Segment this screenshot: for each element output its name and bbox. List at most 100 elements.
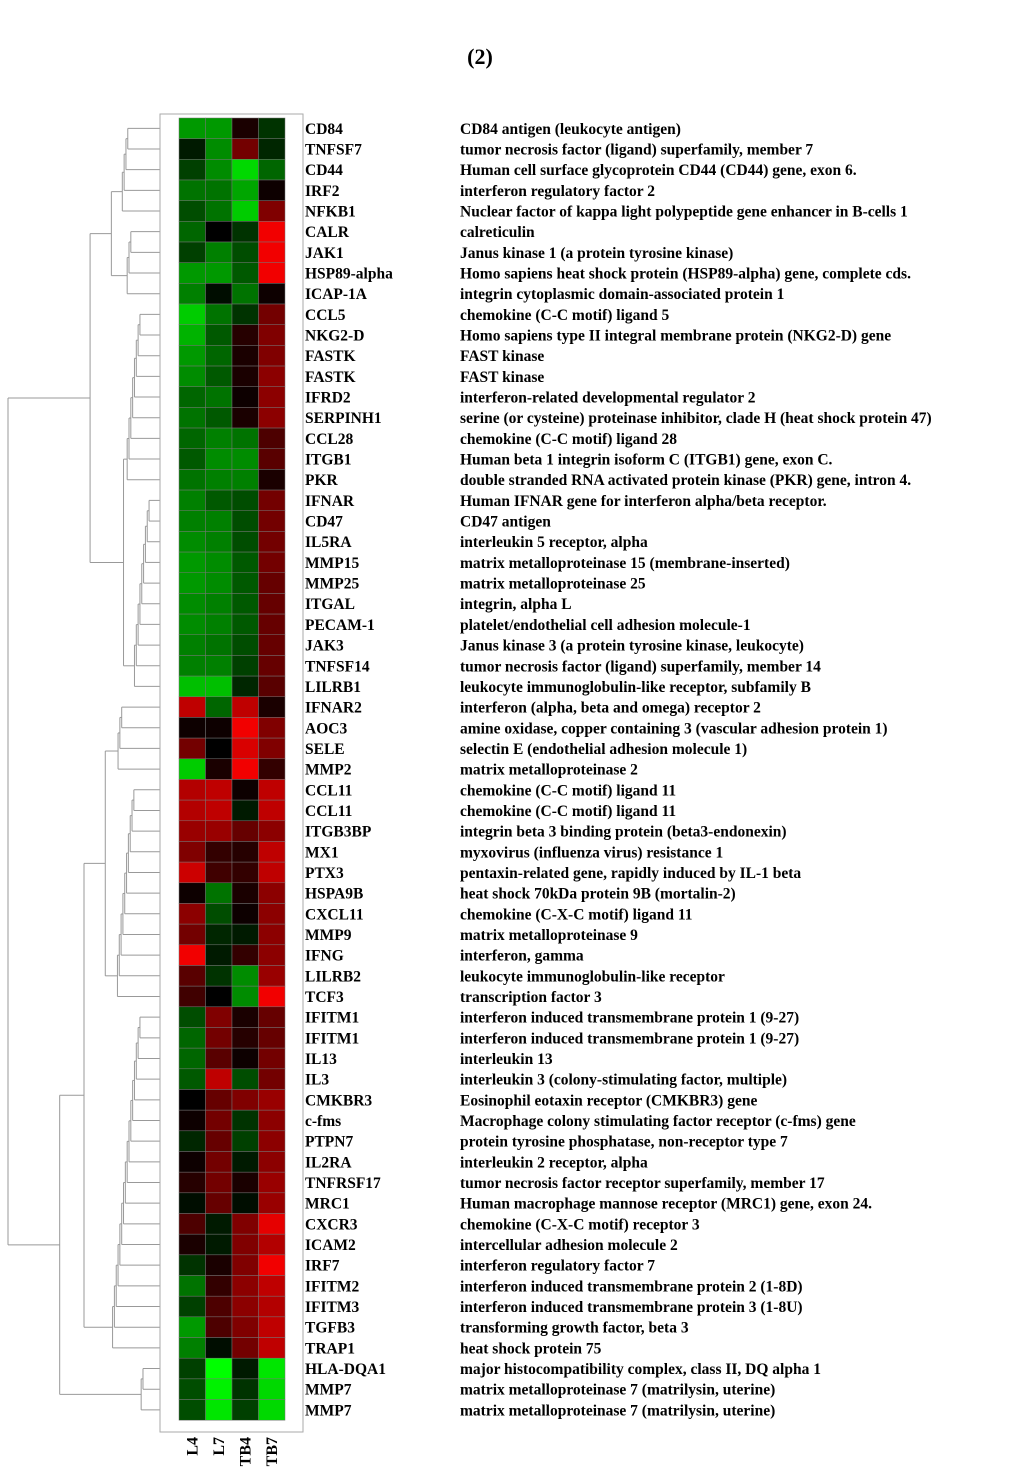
gene-description: protein tyrosine phosphatase, non-recept… bbox=[460, 1134, 788, 1151]
heatmap-cell bbox=[231, 200, 259, 222]
gene-labels: CD84 TNFSF7 CD44 IRF2 NFKB1 CALR JAK1 HSP89-alp… bbox=[305, 121, 393, 1420]
heatmap-cell bbox=[258, 613, 286, 636]
gene-label: IFITM3 bbox=[305, 1299, 360, 1316]
gene-description: heat shock protein 75 bbox=[460, 1340, 602, 1357]
heatmap-cell bbox=[178, 717, 206, 739]
heatmap-cell bbox=[258, 737, 286, 760]
heatmap-cell bbox=[258, 386, 286, 408]
heatmap-cell bbox=[205, 489, 233, 511]
heatmap-cell bbox=[178, 262, 206, 284]
heatmap-cell bbox=[205, 510, 233, 532]
gene-label: IRF2 bbox=[305, 183, 340, 200]
heatmap-cell bbox=[178, 1254, 206, 1276]
heatmap-cell bbox=[231, 985, 259, 1008]
heatmap-cell bbox=[178, 572, 206, 594]
gene-description: Human IFNAR gene for interferon alpha/be… bbox=[460, 493, 827, 510]
heatmap-cell bbox=[231, 262, 259, 284]
heatmap-cell bbox=[258, 923, 286, 946]
gene-label: CCL11 bbox=[305, 803, 352, 820]
gene-description: myxovirus (influenza virus) resistance 1 bbox=[460, 844, 723, 861]
heatmap-cell bbox=[258, 262, 286, 284]
gene-description: CD84 antigen (leukocyte antigen) bbox=[460, 121, 681, 138]
heatmap-cell bbox=[205, 758, 233, 780]
heatmap-cell bbox=[258, 985, 286, 1008]
heatmap-cell bbox=[178, 965, 206, 987]
heatmap-cell bbox=[258, 1378, 286, 1400]
heatmap-cell bbox=[178, 758, 206, 780]
heatmap-cell bbox=[178, 427, 206, 449]
heatmap-frame bbox=[159, 113, 304, 1433]
gene-label: IL3 bbox=[305, 1072, 329, 1089]
heatmap-cell bbox=[231, 675, 259, 698]
gene-label: MMP7 bbox=[305, 1402, 352, 1419]
heatmap-cell bbox=[258, 1192, 286, 1214]
heatmap-cell bbox=[231, 779, 259, 801]
heatmap-cell bbox=[258, 241, 286, 263]
heatmap-cell bbox=[231, 1275, 259, 1297]
gene-label: MMP25 bbox=[305, 576, 359, 593]
heatmap-cell bbox=[205, 779, 233, 801]
heatmap-cell bbox=[178, 221, 206, 243]
heatmap-cell bbox=[231, 427, 259, 449]
heatmap-cell bbox=[231, 572, 259, 594]
gene-label: PTX3 bbox=[305, 865, 344, 882]
heatmap-cell bbox=[178, 655, 206, 677]
heatmap-cell bbox=[231, 386, 259, 408]
heatmap-cell bbox=[178, 779, 206, 801]
heatmap-cell bbox=[231, 1337, 259, 1359]
gene-description: interferon regulatory factor 2 bbox=[460, 183, 655, 200]
heatmap-cell bbox=[231, 613, 259, 636]
heatmap-cell bbox=[231, 634, 259, 656]
heatmap-cell bbox=[178, 489, 206, 511]
heatmap-cell bbox=[258, 489, 286, 511]
gene-label: CXCL11 bbox=[305, 906, 364, 923]
gene-description: chemokine (C-C motif) ligand 28 bbox=[460, 431, 677, 448]
gene-description: interferon induced transmembrane protein… bbox=[460, 1299, 803, 1316]
heatmap-cell bbox=[178, 200, 206, 222]
heatmap-cell bbox=[231, 138, 259, 160]
heatmap-cell bbox=[258, 841, 286, 863]
gene-description: Janus kinase 3 (a protein tyrosine kinas… bbox=[460, 638, 804, 655]
gene-description: matrix metalloproteinase 9 bbox=[460, 927, 638, 944]
heatmap-cell bbox=[178, 448, 206, 470]
heatmap-cell bbox=[205, 820, 233, 842]
gene-label: PTPN7 bbox=[305, 1134, 353, 1151]
gene-label: CCL5 bbox=[305, 307, 346, 324]
gene-label: IFNG bbox=[305, 948, 344, 965]
heatmap-cell bbox=[178, 1068, 206, 1090]
gene-label: ICAP-1A bbox=[305, 286, 368, 303]
gene-label: SERPINH1 bbox=[305, 410, 382, 427]
heatmap-cell bbox=[258, 200, 286, 222]
gene-description: leukocyte immunoglobulin-like receptor bbox=[460, 968, 725, 985]
heatmap-cell bbox=[178, 613, 206, 636]
gene-label: ITGAL bbox=[305, 596, 355, 613]
column-label: TB4 bbox=[237, 1437, 254, 1466]
gene-label: CD47 bbox=[305, 514, 343, 531]
heatmap-cell bbox=[205, 262, 233, 284]
heatmap-cell bbox=[178, 1213, 206, 1235]
heatmap-cell bbox=[231, 1295, 259, 1318]
heatmap-cell bbox=[258, 944, 286, 966]
gene-description: heat shock 70kDa protein 9B (mortalin-2) bbox=[460, 886, 736, 903]
heatmap-cell bbox=[205, 737, 233, 760]
gene-label: IL5RA bbox=[305, 534, 352, 551]
heatmap-cell bbox=[205, 572, 233, 594]
heatmap-cell bbox=[231, 1068, 259, 1090]
heatmap-cell bbox=[178, 1357, 206, 1380]
heatmap-cell bbox=[231, 448, 259, 470]
gene-label: MX1 bbox=[305, 844, 339, 861]
heatmap-cell bbox=[178, 1089, 206, 1111]
heatmap-cell bbox=[258, 1399, 286, 1421]
gene-description: Homo sapiens type II integral membrane p… bbox=[460, 328, 891, 345]
gene-label: HSP89-alpha bbox=[305, 266, 393, 283]
heatmap-cell bbox=[178, 820, 206, 842]
gene-label: MMP7 bbox=[305, 1382, 352, 1399]
heatmap-cell bbox=[231, 345, 259, 367]
heatmap-cell bbox=[258, 1006, 286, 1028]
heatmap-cell bbox=[258, 1254, 286, 1276]
heatmap-cell bbox=[231, 1357, 259, 1380]
heatmap-cell bbox=[231, 365, 259, 387]
heatmap-cell bbox=[231, 221, 259, 243]
heatmap-cell bbox=[231, 696, 259, 718]
heatmap-cell bbox=[205, 1233, 233, 1256]
